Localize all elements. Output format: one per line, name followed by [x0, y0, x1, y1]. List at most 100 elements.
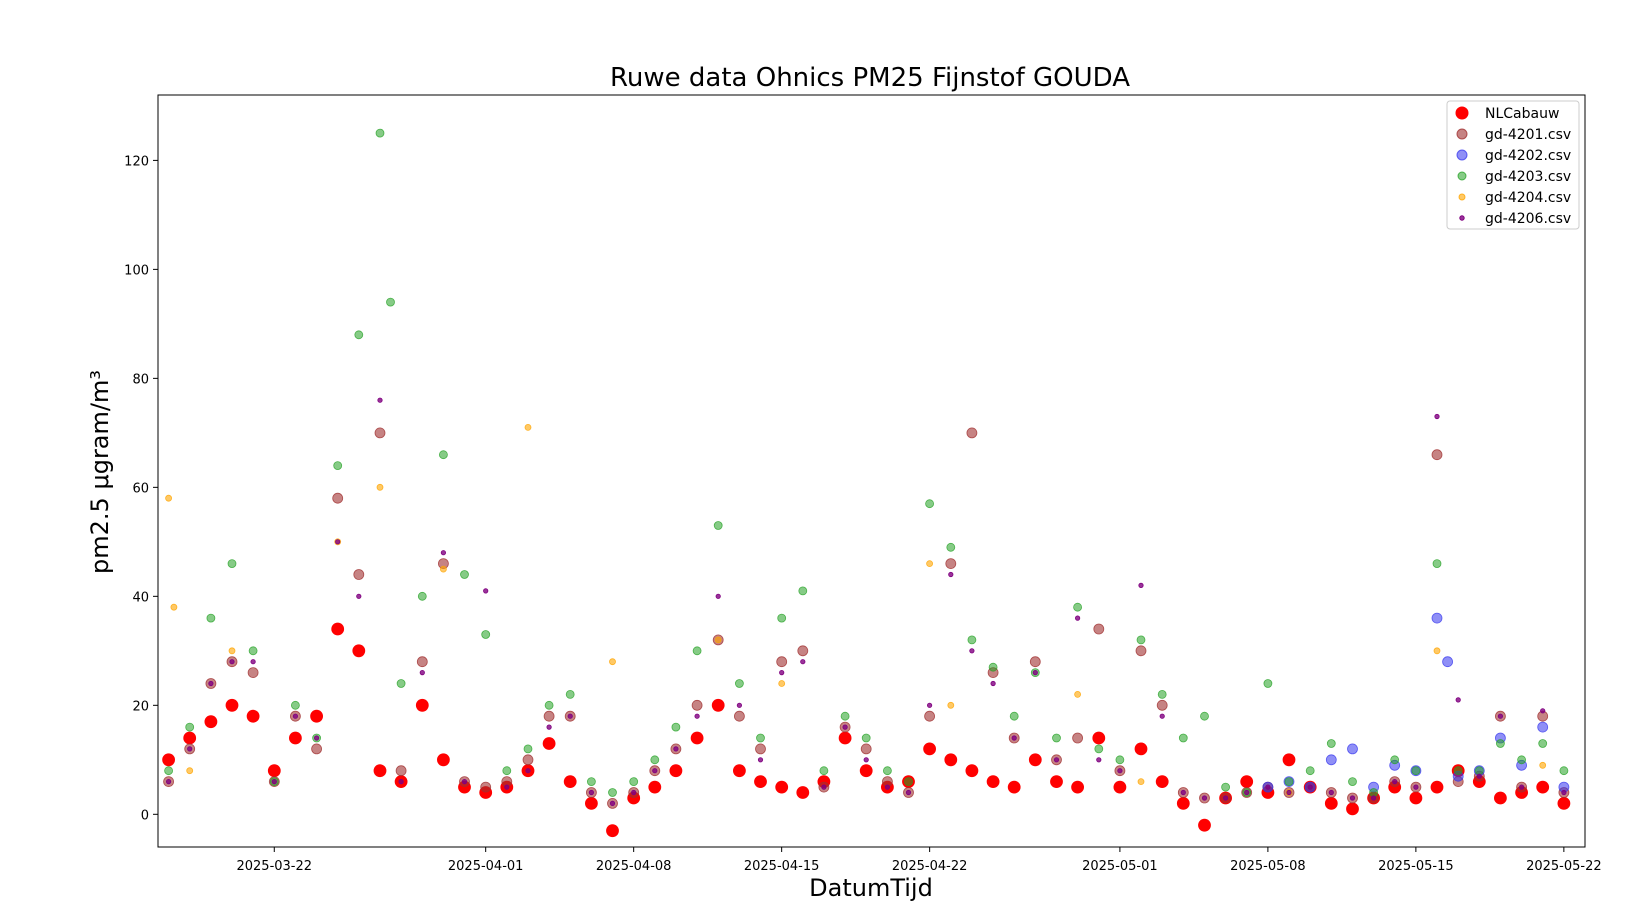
data-point — [1392, 778, 1398, 785]
data-point — [711, 698, 725, 712]
data-point — [1007, 780, 1021, 794]
data-point — [650, 755, 660, 765]
data-point — [228, 647, 236, 655]
data-point — [166, 778, 172, 785]
data-point — [354, 330, 364, 340]
data-point — [967, 635, 977, 645]
legend-marker — [1457, 171, 1467, 181]
data-point — [1431, 449, 1443, 461]
data-point — [1113, 780, 1127, 794]
data-point — [1324, 797, 1338, 810]
data-point — [1094, 744, 1104, 754]
data-point — [588, 789, 595, 796]
y-tick-label: 60 — [132, 481, 149, 496]
data-point — [461, 778, 468, 785]
data-point — [187, 746, 193, 752]
data-point — [924, 710, 935, 722]
x-tick-label: 2025-04-15 — [744, 859, 820, 874]
legend-label: gd-4206.csv — [1485, 211, 1571, 227]
y-tick-label: 20 — [132, 699, 149, 714]
data-point — [247, 667, 259, 678]
data-point — [440, 550, 446, 556]
data-point — [481, 630, 491, 639]
data-point — [694, 713, 700, 719]
data-point — [797, 645, 809, 657]
data-point — [1434, 413, 1440, 420]
data-point — [229, 659, 235, 665]
data-point — [1117, 768, 1123, 774]
data-point — [1453, 766, 1463, 776]
y-tick-label: 80 — [132, 372, 149, 387]
data-point — [778, 680, 786, 687]
x-tick-label: 2025-05-08 — [1230, 859, 1306, 874]
x-tick-label: 2025-03-22 — [236, 859, 312, 874]
data-point — [565, 690, 575, 699]
data-point — [1538, 739, 1548, 748]
series-3 — [1262, 612, 1570, 793]
legend-label: gd-4202.csv — [1485, 148, 1571, 164]
data-point — [1411, 766, 1421, 776]
data-point — [460, 570, 469, 579]
data-point — [926, 702, 933, 708]
data-point — [905, 789, 912, 796]
data-point — [1559, 766, 1569, 776]
data-point — [170, 603, 178, 611]
data-point — [1537, 721, 1549, 733]
data-point — [609, 658, 616, 666]
legend: NLCabauw gd-4201.csv gd-4202.csv gd-4203.cs… — [1446, 100, 1580, 230]
data-point — [735, 679, 744, 688]
data-point — [1536, 780, 1550, 794]
data-point — [1071, 780, 1084, 794]
data-point — [859, 764, 873, 778]
data-point — [1180, 789, 1186, 796]
data-point — [861, 733, 871, 743]
data-point — [1074, 691, 1081, 698]
data-point — [1178, 733, 1188, 743]
data-point — [691, 699, 703, 711]
data-point — [671, 722, 681, 732]
data-point — [1348, 777, 1357, 786]
data-point — [1561, 789, 1567, 796]
data-point — [1009, 711, 1019, 721]
plot-frame — [157, 94, 1586, 848]
data-point — [1326, 739, 1336, 748]
data-point — [356, 593, 362, 599]
data-point — [986, 775, 1000, 788]
data-point — [250, 659, 256, 665]
data-point — [860, 743, 872, 755]
data-point — [1369, 788, 1378, 797]
data-point — [204, 715, 218, 729]
data-point — [290, 700, 300, 710]
data-point — [267, 764, 281, 778]
data-point — [438, 450, 448, 460]
data-point — [1474, 766, 1484, 776]
legend-box — [1446, 100, 1580, 230]
data-point — [629, 777, 639, 786]
data-point — [1371, 795, 1377, 801]
data-point — [310, 709, 324, 723]
data-point — [162, 753, 176, 767]
data-point — [417, 591, 427, 601]
data-point — [587, 777, 596, 786]
data-point — [164, 766, 174, 776]
data-point — [374, 427, 386, 439]
data-point — [1072, 732, 1083, 744]
data-point — [673, 746, 679, 752]
data-point — [1307, 784, 1313, 790]
data-point — [714, 636, 722, 644]
data-point — [775, 780, 789, 794]
data-point — [990, 680, 996, 687]
data-point — [1539, 761, 1547, 769]
data-point — [776, 656, 788, 668]
legend-label: NLCabauw — [1485, 106, 1559, 122]
data-point — [419, 669, 425, 676]
data-point — [1137, 778, 1145, 785]
data-point — [416, 656, 428, 668]
legend-label: gd-4203.csv — [1485, 169, 1571, 185]
data-point — [522, 754, 534, 766]
data-point — [311, 743, 323, 755]
data-point — [183, 731, 197, 745]
data-point — [504, 784, 510, 790]
data-point — [1156, 699, 1168, 711]
data-point — [821, 784, 827, 790]
